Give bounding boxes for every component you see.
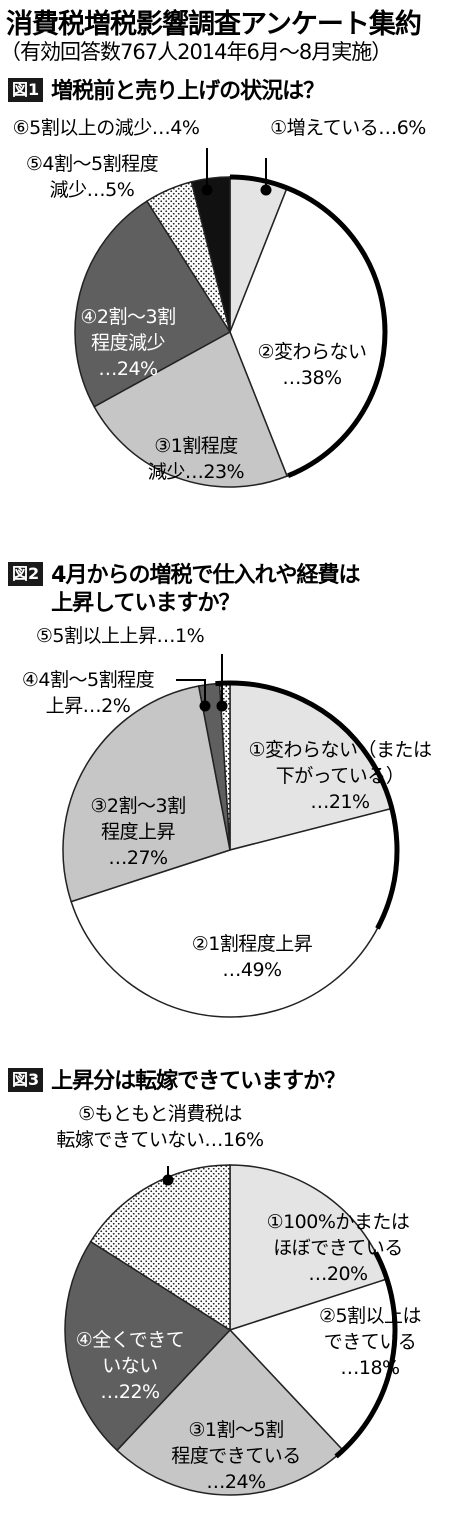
figure1-header: 図1 増税前と売り上げの状況は？: [8, 78, 325, 106]
figure1-label-2: ②変わらない…38%: [257, 341, 366, 389]
figure3-slice-5: [89, 1164, 231, 1332]
figure3-outline-arc: [334, 1251, 398, 1459]
figure1-label-6: ⑥5割以上の減少…4%: [13, 117, 200, 139]
figure3-slice-4: [64, 1240, 232, 1452]
figure2-label-5: ⑤5割以上上昇…1%: [36, 625, 204, 647]
figure3-header: 図3 上昇分は転嫁できていますか？: [8, 1068, 346, 1096]
figure2-label-2: ②1割程度上昇…49%: [192, 933, 313, 981]
figure2-leader-line: [176, 679, 206, 706]
figure1-badge: 図1: [8, 78, 44, 102]
figure2-label-4: ④4割～5割程度上昇…2%: [22, 669, 155, 717]
figure3-label-3: ③1割～5割程度できている…24%: [171, 1419, 301, 1493]
figure2-label-1: ①変わらない（または下がっている）…21%: [248, 739, 432, 813]
figure2-leader-dot: [199, 700, 211, 712]
figure2-pie-chart: ①変わらない（または下がっている）…21% ②1割程度上昇…49% ③2割～3割程度…: [22, 625, 433, 1018]
figure3-label-2: ②5割以上はできている…18%: [319, 1305, 422, 1379]
figure1-pie-chart: ①増えている…6% ②変わらない…38% ③1割程度減少…23% ④2割～3割程度減少…: [13, 117, 426, 488]
figure2-question-line2: 上昇していますか？: [51, 591, 240, 616]
figure1-label-4: ④2割～3割程度減少…24%: [80, 306, 175, 380]
figure3-slice-3: [115, 1328, 345, 1496]
figure2-slice-3: [62, 685, 231, 903]
page-title: 消費税増税影響調査アンケート集約: [6, 9, 422, 40]
figure1-label-1: ①増えている…6%: [270, 117, 426, 139]
figure1-outline-arc: [229, 174, 388, 479]
figure2-leader-dot: [216, 700, 228, 712]
page-subtitle: （有効回答数767人2014年6月～8月実施）: [0, 40, 392, 64]
figure3-question: 上昇分は転嫁できていますか？: [51, 1069, 346, 1094]
figure3-label-4: ④全くできていない…22%: [76, 1329, 184, 1403]
figure2-question: 4月からの増税で仕入れや経費は 上昇していますか？: [51, 562, 360, 618]
figure1-label-5: ⑤4割～5割程度減少…5%: [26, 153, 159, 201]
figure1-label-3: ③1割程度減少…23%: [148, 435, 244, 483]
figure1-slice-4: [74, 200, 232, 408]
figure2-badge: 図2: [8, 562, 44, 586]
figure1-leader-dot: [201, 184, 213, 196]
figure1-slice-3: [93, 330, 289, 488]
figure3-pie-chart: ①100%かまたはほぼできている…20% ②5割以上はできている…18%③1割～5…: [56, 1103, 422, 1496]
figure1-slice-6: [190, 176, 231, 333]
figure2-label-3: ③2割～3割程度上昇…27%: [90, 795, 185, 869]
figure2-outline-arc: [215, 680, 400, 930]
figure1-leader-dot: [260, 184, 272, 196]
figure3-leader-dot: [162, 1174, 174, 1186]
figure3-label-1: ①100%かまたはほぼできている…20%: [267, 1211, 410, 1285]
figure3-label-5: ⑤もともと消費税は転嫁できていない…16%: [56, 1103, 263, 1151]
figure2-header: 図2 4月からの増税で仕入れや経費は 上昇していますか？: [8, 562, 360, 616]
figure2-question-line1: 4月からの増税で仕入れや経費は: [51, 563, 360, 588]
figure3-badge: 図3: [8, 1068, 44, 1092]
figure1-question: 増税前と売り上げの状況は？: [51, 79, 325, 104]
